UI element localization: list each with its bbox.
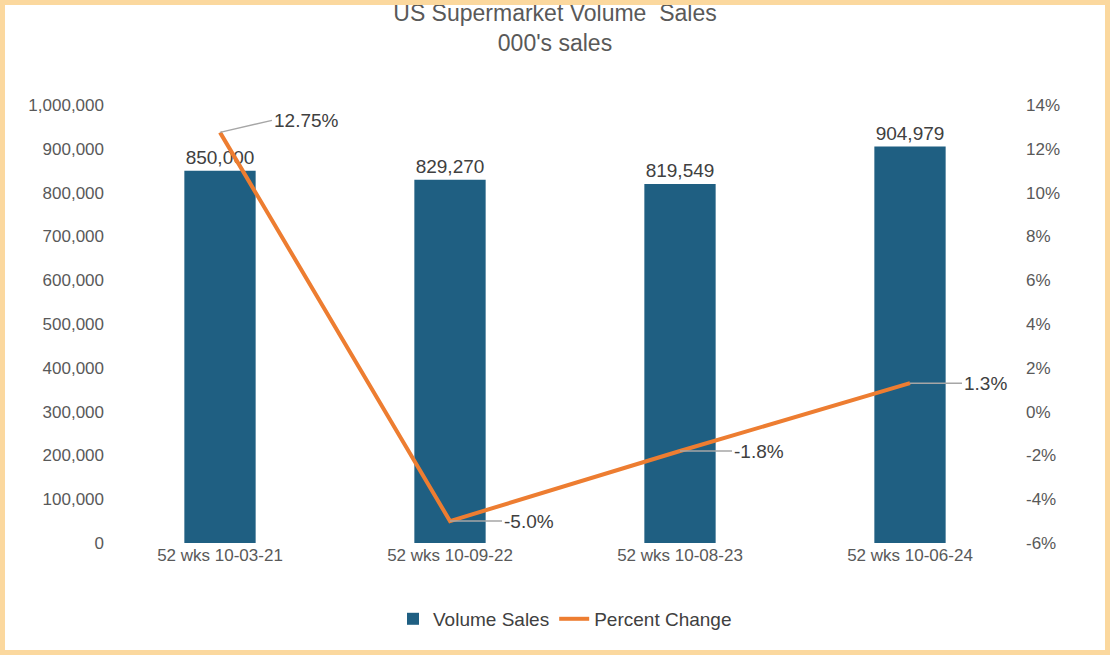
svg-text:700,000: 700,000 [43,227,104,246]
svg-text:-2%: -2% [1026,446,1056,465]
svg-text:0%: 0% [1026,403,1051,422]
svg-text:829,270: 829,270 [416,156,485,177]
svg-text:1.3%: 1.3% [964,373,1007,394]
svg-text:500,000: 500,000 [43,315,104,334]
svg-text:850,000: 850,000 [186,147,255,168]
svg-text:Percent Change: Percent Change [594,609,731,630]
svg-text:200,000: 200,000 [43,446,104,465]
svg-text:12.75%: 12.75% [274,110,339,131]
svg-text:Volume Sales: Volume Sales [433,609,549,630]
svg-text:900,000: 900,000 [43,140,104,159]
svg-text:6%: 6% [1026,271,1051,290]
svg-text:4%: 4% [1026,315,1051,334]
svg-text:-1.8%: -1.8% [734,441,784,462]
svg-text:-4%: -4% [1026,490,1056,509]
svg-text:52 wks 10-08-23: 52 wks 10-08-23 [617,546,743,565]
svg-text:-6%: -6% [1026,534,1056,553]
svg-text:52 wks 10-06-24: 52 wks 10-06-24 [847,546,973,565]
svg-text:52 wks 10-03-21: 52 wks 10-03-21 [157,546,283,565]
svg-text:100,000: 100,000 [43,490,104,509]
svg-text:400,000: 400,000 [43,359,104,378]
svg-text:14%: 14% [1026,96,1060,115]
svg-text:8%: 8% [1026,227,1051,246]
svg-text:-5.0%: -5.0% [504,511,554,532]
svg-text:12%: 12% [1026,140,1060,159]
svg-text:300,000: 300,000 [43,403,104,422]
svg-text:600,000: 600,000 [43,271,104,290]
svg-text:US Supermarket Volume Sales00: US Supermarket Volume Sales000's sales [393,5,716,56]
svg-text:904,979: 904,979 [876,123,945,144]
svg-text:800,000: 800,000 [43,184,104,203]
svg-text:819,549: 819,549 [646,160,715,181]
svg-text:0: 0 [95,534,104,553]
svg-text:52 wks 10-09-22: 52 wks 10-09-22 [387,546,513,565]
svg-text:10%: 10% [1026,184,1060,203]
svg-text:2%: 2% [1026,359,1051,378]
svg-text:1,000,000: 1,000,000 [28,96,104,115]
